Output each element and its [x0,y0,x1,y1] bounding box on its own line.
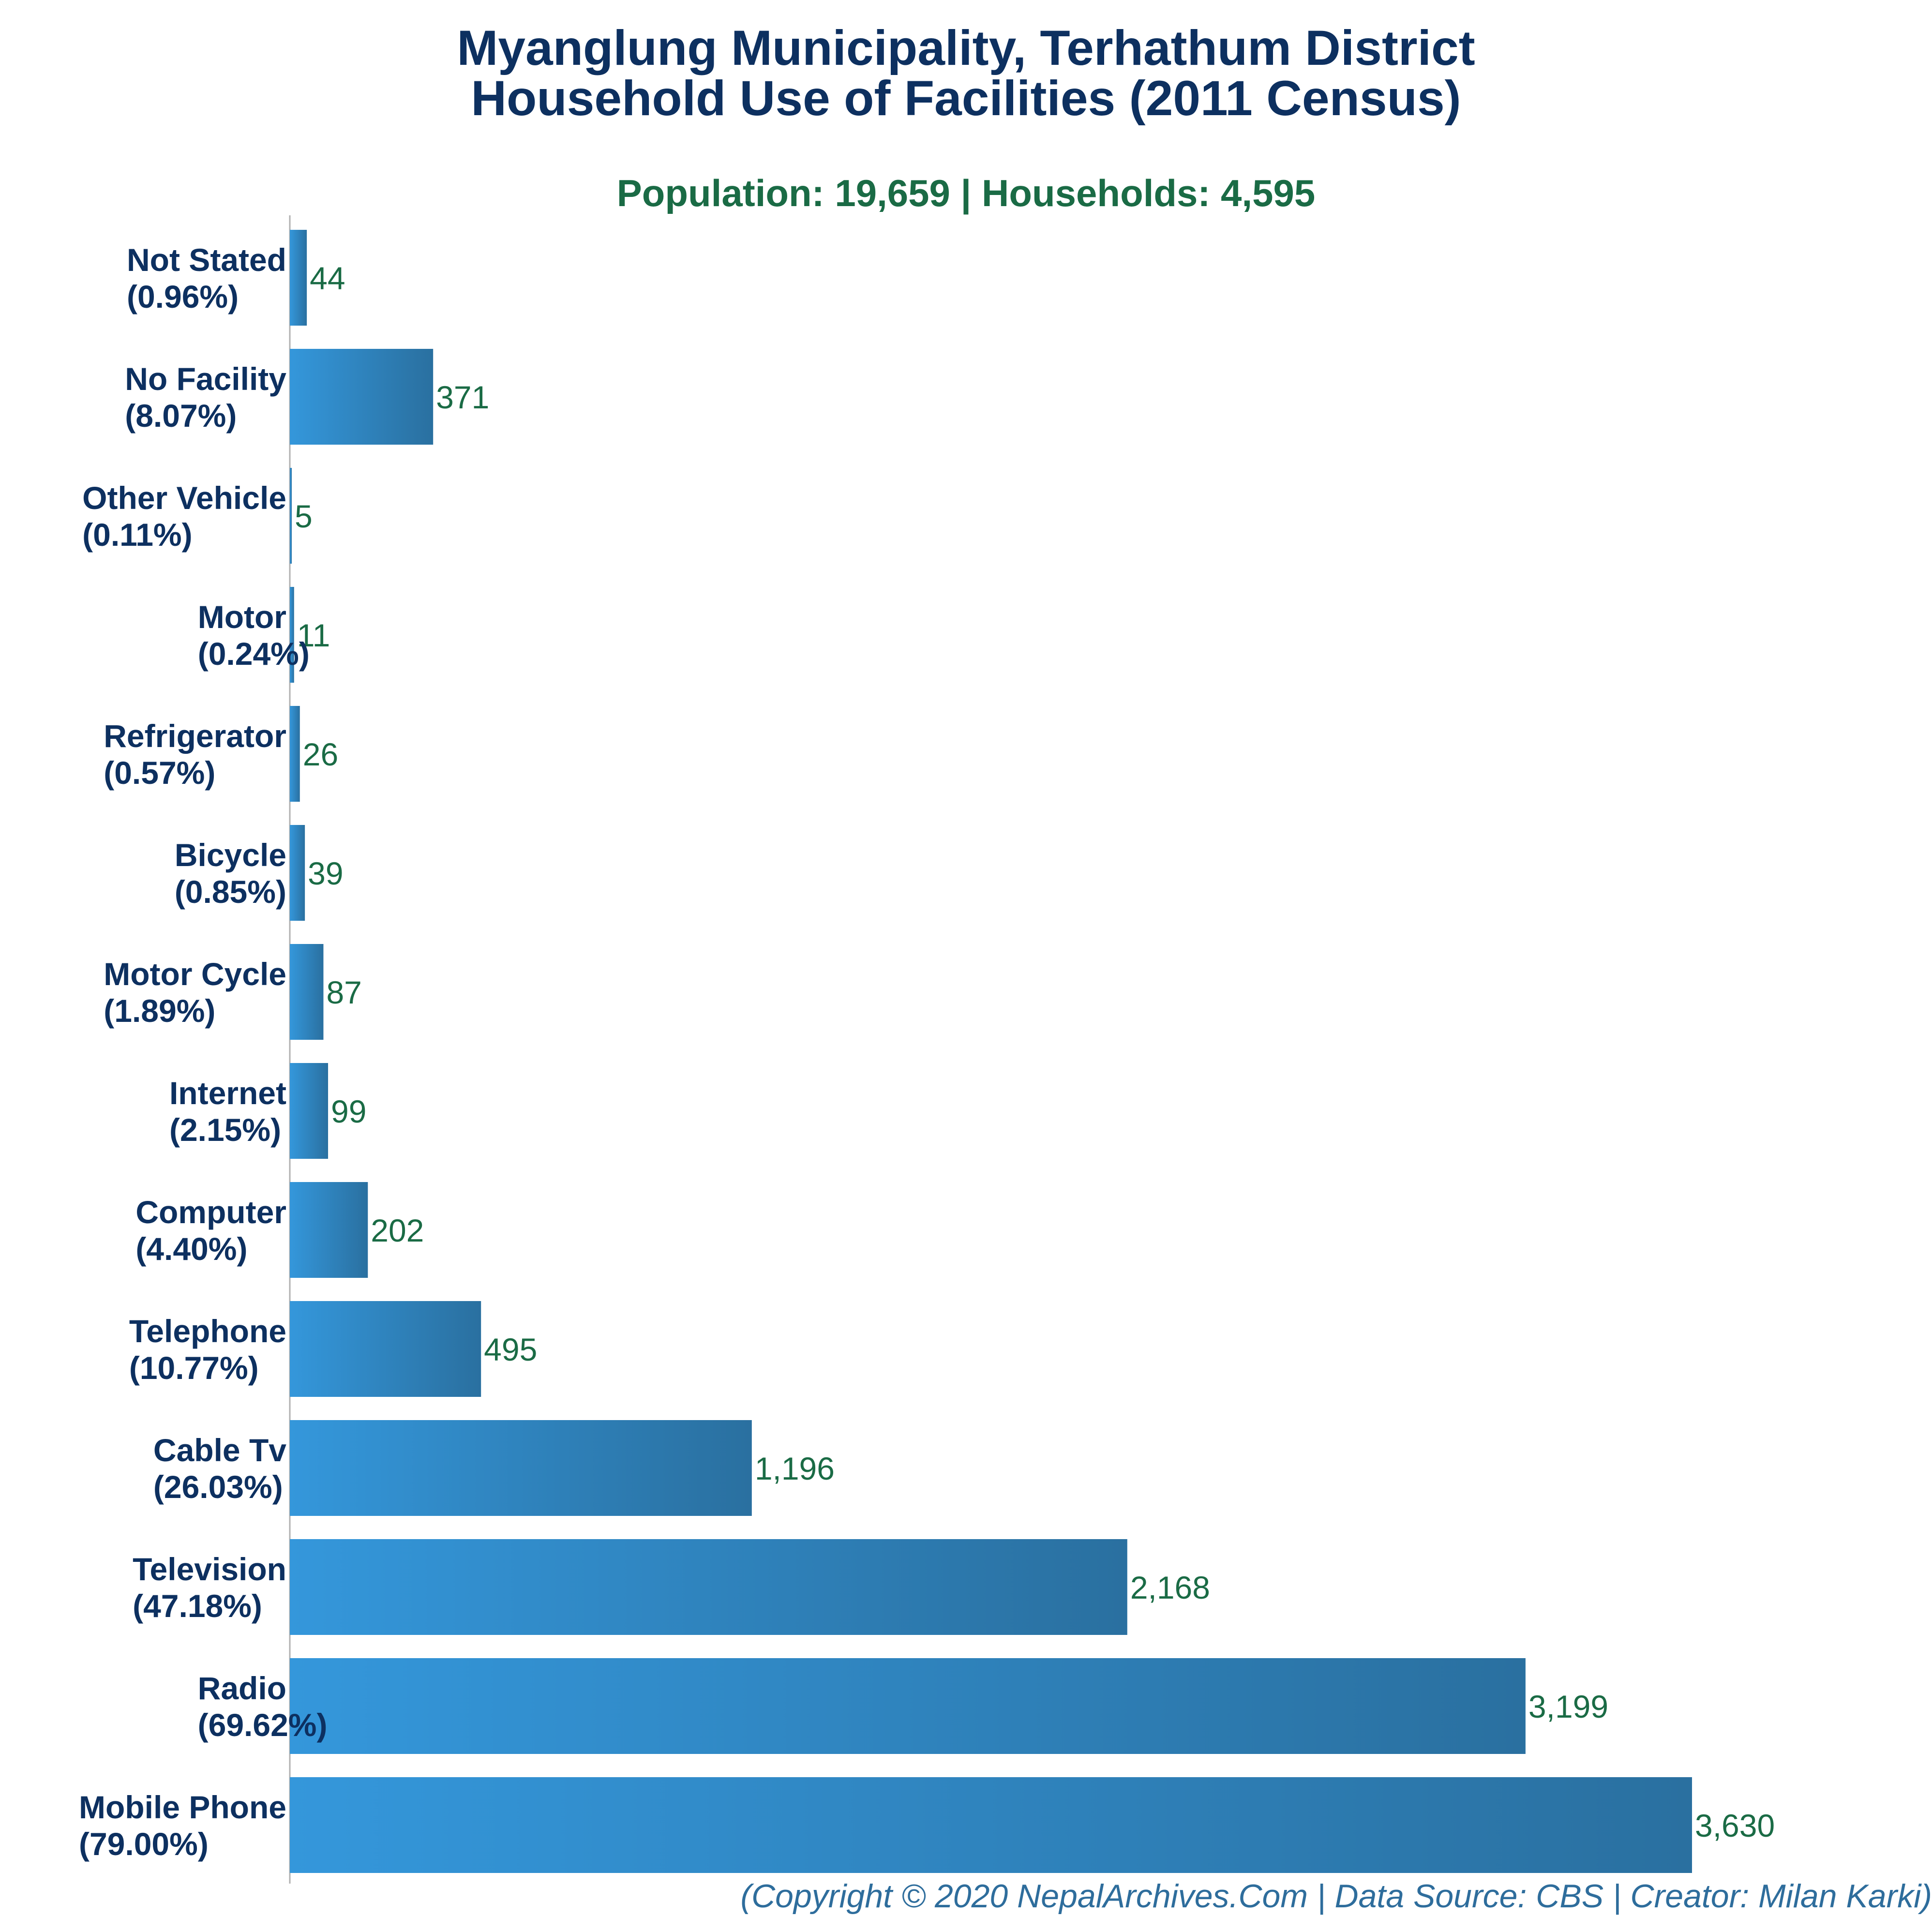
category-percent-computer: (4.40%) [135,1231,247,1267]
chart-title-line-1: Myanglung Municipality, Terhathum Distri… [457,20,1475,75]
category-label-telephone: Telephone [129,1313,286,1349]
category-percent-refrigerator: (0.57%) [104,755,215,791]
bar-telephone [290,1301,481,1397]
category-label-no-facility: No Facility [125,361,286,397]
value-label-refrigerator: 26 [303,736,338,772]
value-label-cable-tv: 1,196 [755,1451,835,1486]
value-label-television: 2,168 [1130,1570,1210,1605]
value-label-no-facility: 371 [436,379,489,415]
value-label-motor: 11 [297,617,330,653]
value-label-telephone: 495 [484,1332,537,1367]
bar-radio [290,1658,1526,1754]
category-percent-other-vehicle: (0.11%) [82,517,192,553]
category-label-bicycle: Bicycle [175,837,286,873]
bar-television [290,1539,1127,1635]
category-label-mobile-phone: Mobile Phone [79,1789,286,1825]
category-label-cable-tv: Cable Tv [153,1432,286,1468]
bar-cable-tv [290,1420,752,1516]
category-percent-radio: (69.62%) [198,1707,328,1743]
value-label-bicycle: 39 [308,855,343,891]
value-label-other-vehicle: 5 [295,498,313,534]
value-label-motor-cycle: 87 [326,974,361,1010]
category-label-refrigerator: Refrigerator [104,718,286,754]
copyright-credit: (Copyright © 2020 NepalArchives.Com | Da… [740,1878,1932,1915]
category-percent-not-stated: (0.96%) [127,279,239,315]
chart-subtitle: Population: 19,659 | Households: 4,595 [616,172,1316,214]
bar-not-stated [290,230,307,326]
category-percent-motor: (0.24%) [198,636,310,672]
bar-computer [290,1182,368,1278]
value-label-computer: 202 [371,1213,424,1248]
category-label-internet: Internet [169,1075,286,1111]
category-label-television: Television [133,1551,286,1587]
chart-title-line-2: Household Use of Facilities (2011 Census… [471,71,1461,126]
bar-bicycle [290,825,305,921]
bar-refrigerator [290,706,300,802]
category-percent-bicycle: (0.85%) [175,874,286,910]
category-label-motor: Motor [198,599,286,635]
category-percent-motor-cycle: (1.89%) [104,993,215,1029]
value-label-not-stated: 44 [310,260,345,296]
bar-motor [290,587,294,683]
value-label-internet: 99 [331,1093,366,1129]
value-label-mobile-phone: 3,630 [1695,1808,1775,1843]
category-percent-cable-tv: (26.03%) [153,1469,283,1505]
category-percent-internet: (2.15%) [169,1112,281,1148]
category-label-motor-cycle: Motor Cycle [104,956,286,992]
category-percent-mobile-phone: (79.00%) [79,1826,209,1862]
category-percent-telephone: (10.77%) [129,1350,259,1386]
bar-motor-cycle [290,944,324,1040]
category-percent-television: (47.18%) [133,1588,262,1624]
category-percent-no-facility: (8.07%) [125,398,237,434]
category-label-computer: Computer [135,1194,286,1230]
bar-no-facility [290,349,434,445]
category-label-radio: Radio [198,1670,286,1706]
bar-other-vehicle [290,468,292,564]
category-label-other-vehicle: Other Vehicle [82,480,286,516]
category-label-not-stated: Not Stated [127,242,286,278]
bar-mobile-phone [290,1777,1692,1873]
value-label-radio: 3,199 [1528,1689,1608,1724]
bar-internet [290,1063,329,1159]
